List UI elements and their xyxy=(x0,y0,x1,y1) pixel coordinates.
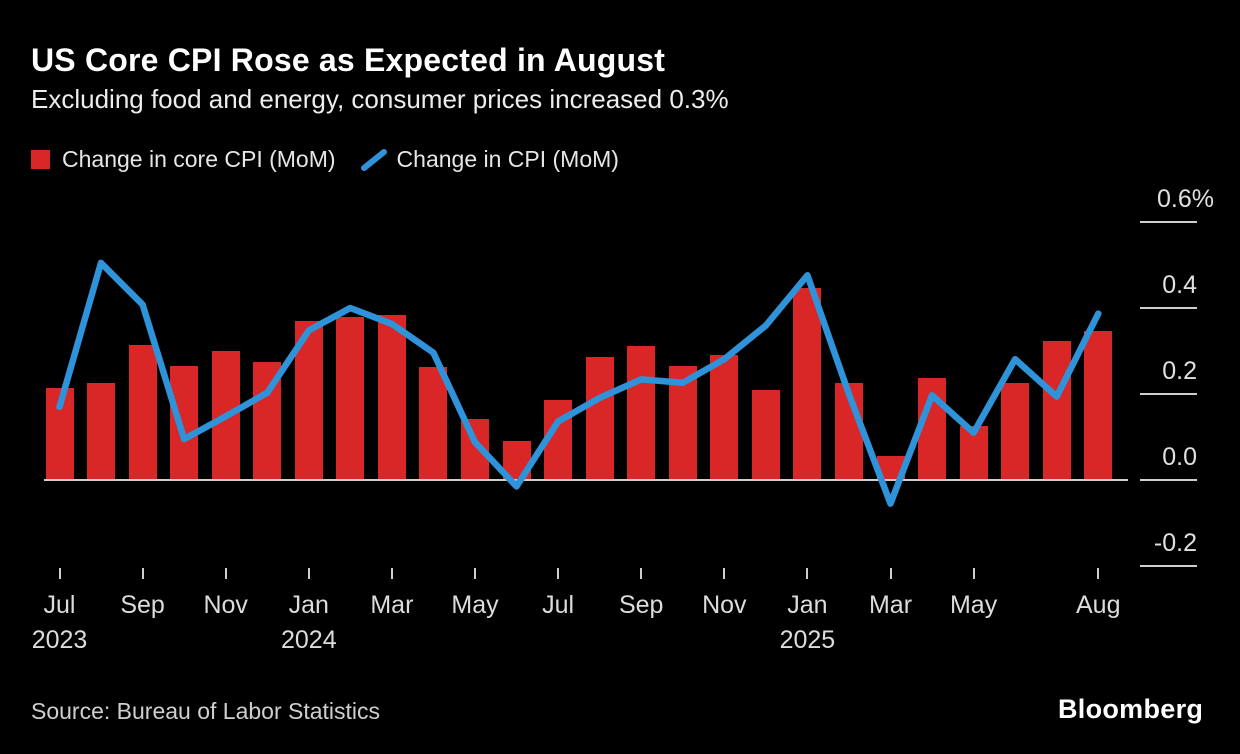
x-axis-month-label: Jul xyxy=(542,591,575,619)
x-axis-month-label: Nov xyxy=(702,591,747,619)
y-axis-tick-label: 0.2 xyxy=(1162,357,1197,385)
legend-item-cpi: Change in CPI (MoM) xyxy=(360,146,619,173)
legend-label-core-cpi: Change in core CPI (MoM) xyxy=(62,146,336,172)
y-axis-tick-label: 0.4 xyxy=(1162,271,1197,299)
core-cpi-bar xyxy=(461,418,489,480)
core-cpi-bar xyxy=(377,315,406,480)
x-axis-year-label: 2023 xyxy=(31,626,88,654)
x-axis-tick xyxy=(58,568,61,579)
x-axis-month-label: May xyxy=(949,591,998,619)
y-axis-tick xyxy=(1140,479,1197,481)
core-cpi-bar xyxy=(1042,340,1071,480)
y-axis-tick-label: 0.0 xyxy=(1162,443,1197,471)
x-axis-month-label: Jul xyxy=(43,591,76,619)
y-axis-tick xyxy=(1140,221,1197,223)
core-cpi-bar xyxy=(918,377,947,480)
x-axis-month-label: Mar xyxy=(370,591,414,619)
core-cpi-bar xyxy=(751,390,780,480)
core-cpi-bar xyxy=(170,366,199,480)
y-axis-tick xyxy=(1140,307,1197,309)
core-cpi-bar xyxy=(294,320,323,480)
x-axis-tick xyxy=(1097,568,1100,579)
x-axis-month-label: May xyxy=(451,591,499,619)
x-axis-month-label: Mar xyxy=(868,591,913,619)
line-slash-icon xyxy=(360,148,387,171)
core-cpi-bar xyxy=(336,316,365,480)
core-cpi-bar xyxy=(585,357,614,480)
x-axis-tick xyxy=(640,568,643,579)
legend-item-core-cpi: Change in core CPI (MoM) xyxy=(31,146,336,173)
x-axis-month-label: Sep xyxy=(618,591,664,619)
chart-title: US Core CPI Rose as Expected in August xyxy=(31,42,666,78)
core-cpi-bar xyxy=(876,456,905,480)
x-axis-month-label: Nov xyxy=(203,591,248,619)
x-axis-month-label: Jan xyxy=(288,591,329,619)
core-cpi-bar xyxy=(668,365,697,480)
x-axis-tick xyxy=(224,568,227,579)
core-cpi-bar xyxy=(87,383,116,480)
core-cpi-bar xyxy=(211,351,240,480)
x-axis-baseline xyxy=(44,479,1128,481)
legend-label-cpi: Change in CPI (MoM) xyxy=(396,146,619,172)
y-axis-tick-label: -0.2 xyxy=(1153,529,1197,557)
core-cpi-bar xyxy=(544,400,573,480)
core-cpi-bar xyxy=(45,387,74,480)
legend: Change in core CPI (MoM) Change in CPI (… xyxy=(31,146,619,173)
y-axis-tick-label: 0.6% xyxy=(1157,185,1214,213)
x-axis-tick xyxy=(474,568,476,579)
source-note: Source: Bureau of Labor Statistics xyxy=(31,698,381,724)
core-cpi-bar xyxy=(419,366,448,480)
x-axis-month-label: Aug xyxy=(1076,591,1121,619)
x-axis-tick xyxy=(972,568,975,579)
bar-swatch-icon xyxy=(31,150,50,169)
core-cpi-bar xyxy=(502,441,531,480)
x-axis-tick xyxy=(557,568,560,579)
x-axis-tick xyxy=(141,568,144,579)
x-axis-tick xyxy=(889,568,892,579)
y-axis-tick xyxy=(1140,393,1197,395)
x-axis-year-label: 2024 xyxy=(280,626,337,654)
x-axis-month-label: Sep xyxy=(120,591,165,619)
x-axis-tick xyxy=(806,568,809,579)
core-cpi-bar xyxy=(793,288,822,480)
y-axis-tick xyxy=(1140,565,1197,567)
core-cpi-bar xyxy=(710,355,739,480)
core-cpi-bar xyxy=(834,383,863,480)
core-cpi-bar xyxy=(128,344,157,480)
core-cpi-bar xyxy=(253,361,282,480)
x-axis-tick xyxy=(307,568,310,579)
x-axis-year-label: 2025 xyxy=(779,626,836,654)
core-cpi-bar xyxy=(1001,382,1030,480)
chart-subtitle: Excluding food and energy, consumer pric… xyxy=(31,84,729,114)
core-cpi-bar xyxy=(627,345,656,480)
core-cpi-bar xyxy=(959,426,988,480)
core-cpi-bar xyxy=(1084,330,1113,480)
x-axis-tick xyxy=(723,568,726,579)
x-axis-month-label: Jan xyxy=(787,591,828,619)
x-axis-tick xyxy=(390,568,393,579)
bloomberg-logo: Bloomberg xyxy=(1058,694,1204,724)
